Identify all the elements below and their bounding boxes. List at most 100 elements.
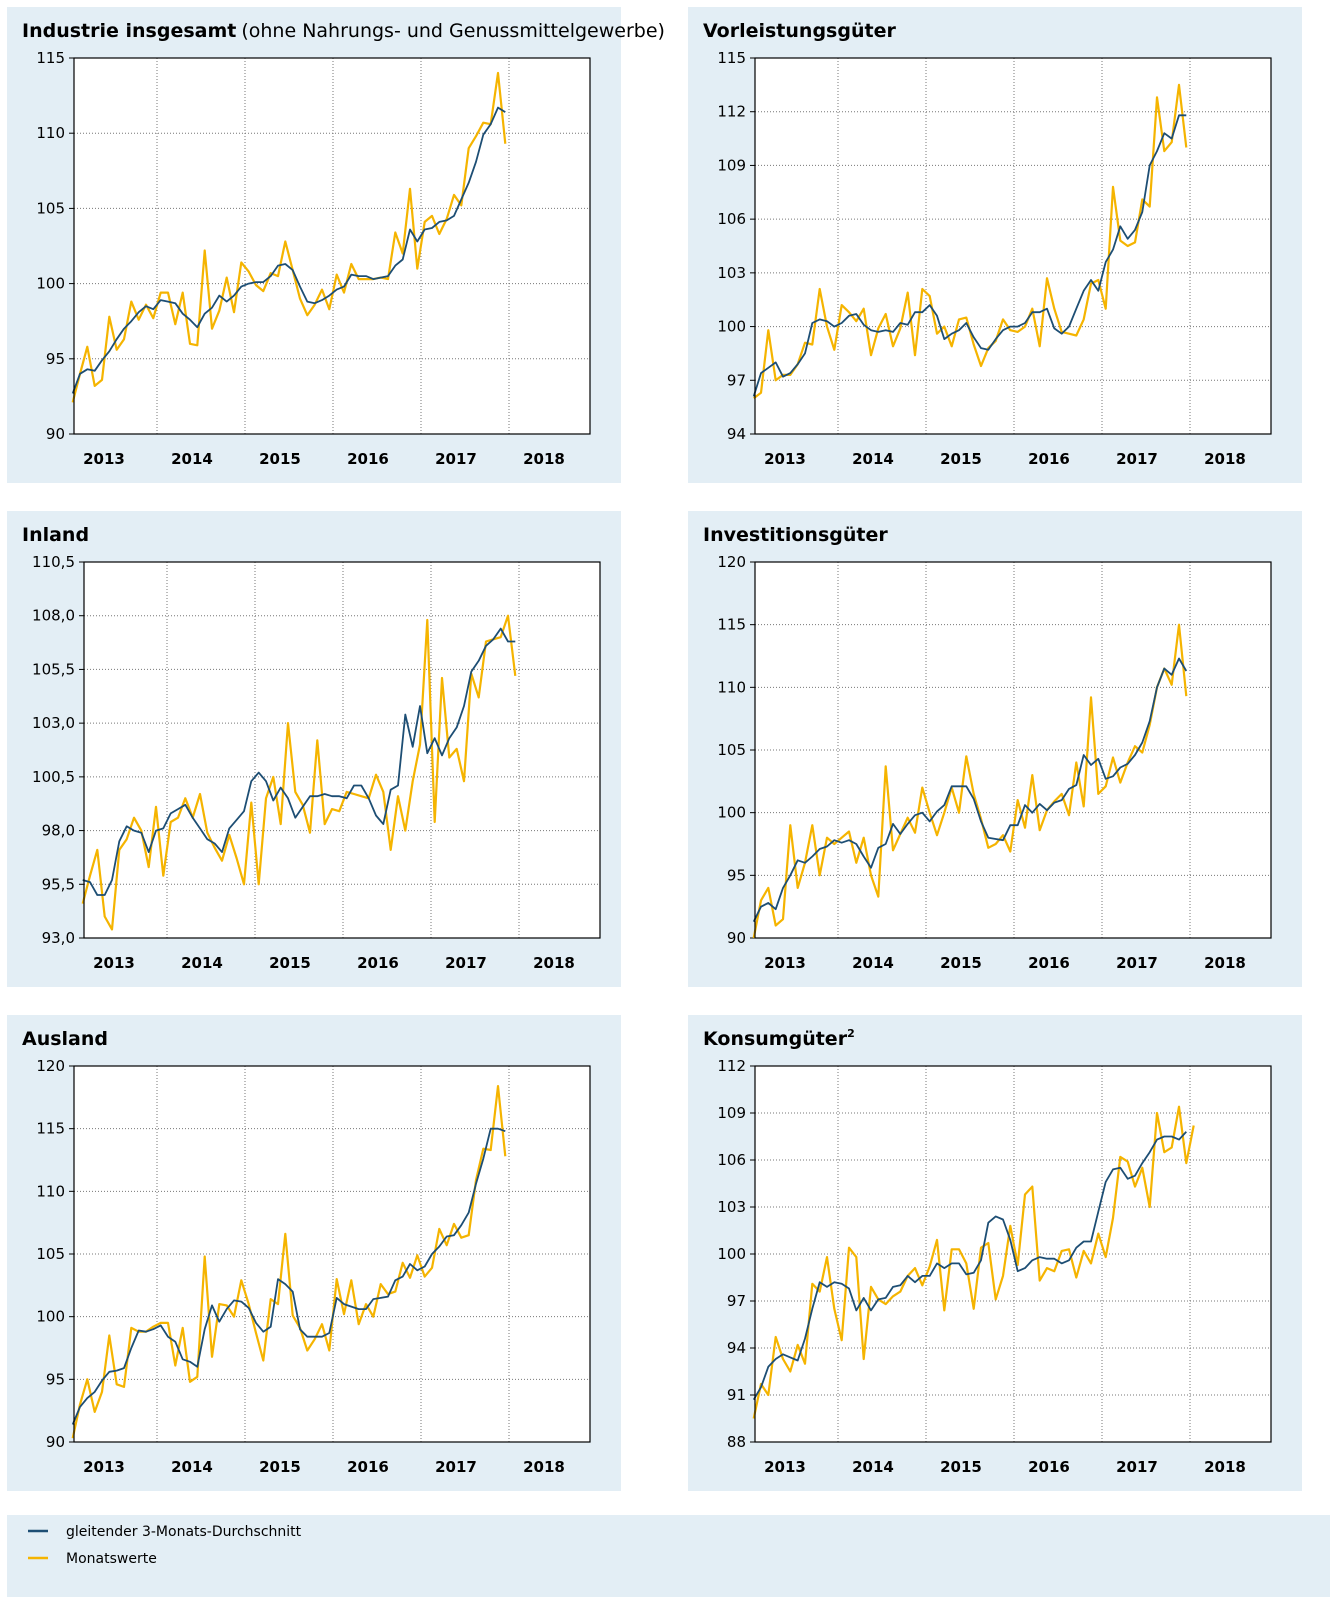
plot-area <box>84 562 600 938</box>
y-tick-label: 105 <box>36 199 65 217</box>
x-tick-label: 2015 <box>940 450 982 468</box>
y-tick-label: 110 <box>36 124 65 142</box>
y-tick-label: 97 <box>727 371 746 389</box>
y-tick-label: 98,0 <box>42 822 75 840</box>
x-tick-label: 2018 <box>523 1458 565 1476</box>
chart-title-text: Industrie insgesamt <box>22 20 236 42</box>
x-tick-label: 2013 <box>83 1458 125 1476</box>
chart-title: Ausland <box>22 1028 108 1050</box>
y-tick-label: 105 <box>36 1245 65 1263</box>
x-tick-label: 2015 <box>259 450 301 468</box>
x-tick-label: 2013 <box>764 1458 806 1476</box>
plot-border <box>754 1065 1272 1443</box>
series-line <box>81 614 517 931</box>
plot-border <box>73 1065 591 1443</box>
x-tick-label: 2014 <box>852 450 894 468</box>
x-tick-label: 2014 <box>171 1458 213 1476</box>
y-tick-label: 109 <box>717 156 746 174</box>
y-tick-label: 95 <box>46 350 65 368</box>
y-tick-label: 97 <box>727 1292 746 1310</box>
legend-label: gleitender 3-Monats-Durchschnitt <box>66 1524 302 1540</box>
y-tick-label: 105,5 <box>32 660 75 678</box>
x-tick-label: 2017 <box>435 450 477 468</box>
x-tick-label: 2018 <box>533 954 575 972</box>
x-tick-label: 2013 <box>764 450 806 468</box>
legend-panel <box>7 1515 1330 1597</box>
x-tick-label: 2014 <box>852 1458 894 1476</box>
y-tick-label: 110 <box>36 1182 65 1200</box>
x-tick-label: 2017 <box>1116 450 1158 468</box>
plot-border <box>754 57 1272 435</box>
x-tick-label: 2015 <box>259 1458 301 1476</box>
chart-title-text: Inland <box>22 524 89 546</box>
y-tick-label: 110,5 <box>32 553 75 571</box>
y-tick-label: 110 <box>717 678 746 696</box>
plot-border <box>73 57 591 435</box>
y-tick-label: 88 <box>727 1433 746 1451</box>
chart-title-text: Konsumgüter <box>703 1028 848 1050</box>
y-tick-label: 100 <box>717 804 746 822</box>
x-tick-label: 2017 <box>1116 1458 1158 1476</box>
x-tick-label: 2016 <box>1028 1458 1070 1476</box>
series-line <box>752 1131 1187 1401</box>
y-tick-label: 100 <box>36 1308 65 1326</box>
x-tick-label: 2017 <box>1116 954 1158 972</box>
x-tick-label: 2016 <box>347 450 389 468</box>
y-tick-label: 91 <box>727 1386 746 1404</box>
y-tick-label: 112 <box>717 1057 746 1075</box>
y-tick-label: 108,0 <box>32 607 75 625</box>
series-line <box>752 114 1187 397</box>
y-tick-label: 103 <box>717 264 746 282</box>
chart-title: Industrie insgesamt (ohne Nahrungs- und G… <box>22 20 665 42</box>
y-tick-label: 95 <box>727 866 746 884</box>
x-tick-label: 2018 <box>1204 1458 1246 1476</box>
y-tick-label: 105 <box>717 741 746 759</box>
x-tick-label: 2013 <box>93 954 135 972</box>
x-tick-label: 2018 <box>1204 450 1246 468</box>
x-tick-label: 2015 <box>940 1458 982 1476</box>
y-tick-label: 95,5 <box>42 875 75 893</box>
chart-title-text: Investitionsgüter <box>703 524 888 546</box>
x-tick-label: 2013 <box>83 450 125 468</box>
y-tick-label: 115 <box>717 49 746 67</box>
plot-area <box>74 58 590 434</box>
chart-title-text: Ausland <box>22 1028 108 1050</box>
x-tick-label: 2014 <box>171 450 213 468</box>
x-tick-label: 2013 <box>764 954 806 972</box>
x-tick-label: 2018 <box>1204 954 1246 972</box>
series-line <box>71 1127 506 1425</box>
x-tick-label: 2014 <box>852 954 894 972</box>
y-tick-label: 90 <box>727 929 746 947</box>
y-tick-label: 95 <box>46 1370 65 1388</box>
plot-border <box>83 561 601 939</box>
series-line <box>752 1105 1195 1419</box>
x-tick-label: 2016 <box>1028 954 1070 972</box>
chart-title: Investitionsgüter <box>703 524 888 546</box>
y-tick-label: 94 <box>727 1339 746 1357</box>
chart-title: Vorleistungsgüter <box>703 20 896 42</box>
x-tick-label: 2016 <box>1028 450 1070 468</box>
y-tick-label: 106 <box>717 210 746 228</box>
series-line <box>752 623 1188 939</box>
series-line <box>71 106 506 394</box>
y-tick-label: 120 <box>36 1057 65 1075</box>
y-tick-label: 115 <box>36 1120 65 1138</box>
chart-subtitle: (ohne Nahrungs- und Genussmittelgewerbe) <box>241 20 665 42</box>
y-tick-label: 115 <box>36 49 65 67</box>
y-tick-label: 90 <box>46 425 65 443</box>
y-tick-label: 109 <box>717 1104 746 1122</box>
chart-title-text: Vorleistungsgüter <box>703 20 896 42</box>
chart-title: Inland <box>22 524 89 546</box>
x-tick-label: 2015 <box>269 954 311 972</box>
legend-label: Monatswerte <box>66 1551 157 1567</box>
y-tick-label: 103 <box>717 1198 746 1216</box>
x-tick-label: 2017 <box>445 954 487 972</box>
title-footnote: 2 <box>847 1027 855 1040</box>
y-tick-label: 115 <box>717 616 746 634</box>
x-tick-label: 2016 <box>347 1458 389 1476</box>
y-tick-label: 94 <box>727 425 746 443</box>
series-line <box>752 657 1188 923</box>
x-tick-label: 2017 <box>435 1458 477 1476</box>
series-line <box>82 627 516 896</box>
